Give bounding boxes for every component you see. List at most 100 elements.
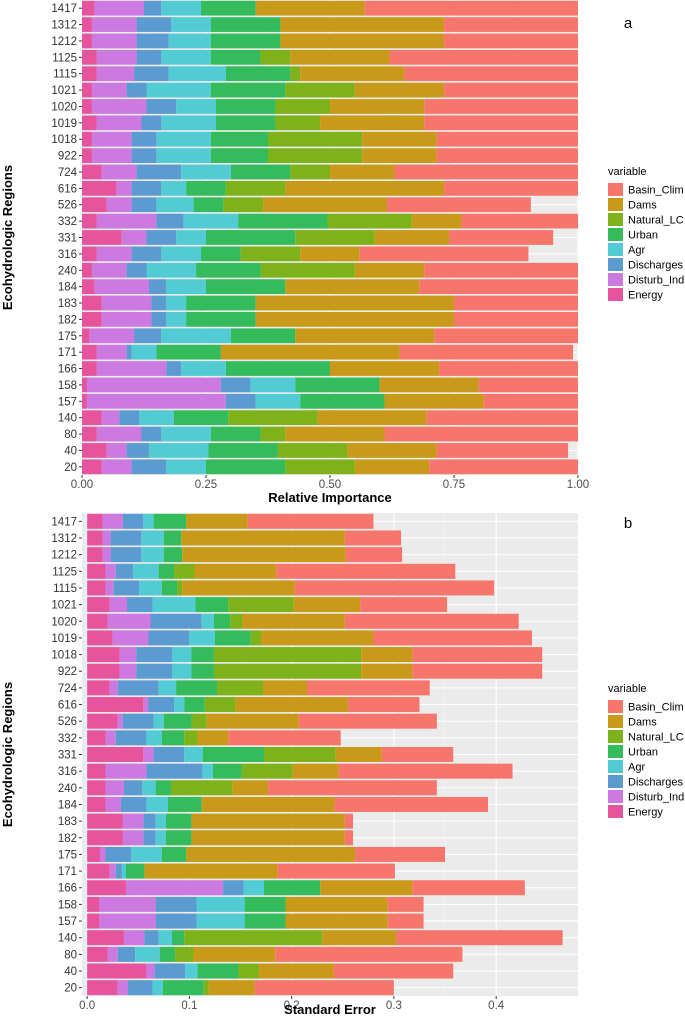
y-tick-label: 166	[58, 883, 77, 895]
bar-segment-dams-240	[354, 262, 425, 278]
bar-segment-disturb-ind-526	[117, 713, 123, 729]
bar-segment-agr-1020	[176, 99, 216, 114]
bar-segment-natural-lc-616	[204, 697, 236, 713]
bar-segment-agr-183	[166, 295, 187, 311]
y-tick-label: 80	[64, 949, 77, 961]
bar-segment-agr-140	[158, 930, 172, 946]
y-tick-label: 157	[58, 396, 77, 408]
x-tick-label: 0.25	[195, 479, 217, 491]
bar-segment-energy-20	[87, 980, 118, 996]
bar-segment-energy-1417	[82, 0, 95, 16]
bar-segment-natural-lc-1021	[228, 597, 294, 613]
bar-segment-natural-lc-1115	[290, 66, 301, 82]
y-tick-label: 1212	[51, 550, 77, 562]
bar-segment-urban-1115	[225, 66, 291, 82]
bar-segment-agr-182	[155, 830, 166, 846]
bar-segment-urban-166	[225, 361, 330, 376]
bar-segment-disturb-ind-1125	[105, 563, 116, 579]
legend-label: Dams	[628, 717, 657, 729]
bar-segment-natural-lc-1020	[275, 99, 330, 114]
y-tick-label: 171	[58, 866, 77, 878]
bar-segment-discharges-724	[117, 680, 159, 696]
bar-segment-urban-1125	[158, 563, 175, 579]
x-tick-label: 0.1	[181, 1000, 197, 1012]
bar-segment-discharges-922	[131, 148, 157, 163]
y-tick-label: 332	[58, 216, 77, 228]
bar-segment-agr-316	[202, 763, 213, 779]
y-tick-label: 1021	[51, 600, 77, 612]
x-axis-title: Standard Error	[284, 1002, 376, 1017]
bar-segment-discharges-158	[220, 377, 251, 393]
bar-segment-agr-724	[181, 164, 231, 180]
bar-segment-basin-clim-182	[344, 830, 354, 846]
y-tick-label: 616	[58, 700, 77, 712]
y-tick-label: 1018	[51, 650, 77, 662]
bar-segment-dams-1115	[182, 580, 295, 596]
bar-segment-dams-316	[292, 763, 339, 779]
y-tick-label: 166	[58, 364, 77, 376]
bar-segment-urban-166	[264, 880, 321, 896]
bar-segment-agr-526	[156, 197, 194, 213]
bar-segment-discharges-80	[117, 946, 136, 962]
bar-segment-discharges-1125	[136, 49, 162, 65]
bar-segment-urban-1417	[201, 0, 256, 16]
bar-segment-basin-clim-1212	[345, 547, 403, 563]
legend-swatch-natural-lc	[608, 213, 623, 226]
bar-segment-urban-158	[244, 896, 286, 912]
bar-segment-urban-183	[186, 295, 256, 311]
bar-segment-energy-332	[82, 213, 97, 229]
bar-segment-dams-1018	[361, 647, 413, 663]
bar-segment-dams-616	[235, 697, 348, 713]
bar-segment-energy-171	[87, 863, 110, 879]
y-tick-label: 1312	[51, 20, 77, 32]
bar-segment-energy-331	[82, 230, 122, 245]
bar-segment-natural-lc-724	[216, 680, 264, 696]
bar-segment-dams-140	[317, 410, 427, 426]
bar-segment-natural-lc-1019	[250, 630, 261, 646]
y-tick-label: 1212	[51, 36, 77, 48]
bar-segment-agr-20	[152, 980, 163, 996]
bar-segment-disturb-ind-1019	[96, 115, 142, 131]
bar-segment-agr-1021	[146, 82, 211, 98]
bar-segment-urban-1018	[191, 647, 214, 663]
bar-segment-natural-lc-616	[225, 180, 286, 196]
bar-segment-agr-922	[171, 663, 192, 679]
bar-segment-dams-171	[220, 344, 400, 360]
bar-segment-disturb-ind-20	[101, 459, 132, 475]
bar-segment-energy-157	[87, 913, 100, 929]
bar-segment-agr-1212	[141, 547, 164, 563]
y-tick-label: 184	[58, 282, 78, 294]
bar-segment-agr-1019	[189, 630, 215, 646]
bar-segment-urban-157	[244, 913, 286, 929]
y-tick-label: 526	[58, 716, 77, 728]
x-tick-label: 0.75	[443, 479, 465, 491]
bar-segment-urban-40	[197, 963, 239, 979]
legend-title: variable	[608, 166, 647, 178]
legend-swatch-energy	[608, 805, 623, 818]
bar-segment-basin-clim-1018	[436, 131, 578, 147]
bar-segment-energy-1212	[82, 33, 92, 49]
bar-segment-agr-332	[183, 213, 239, 229]
bar-segment-agr-184	[166, 279, 206, 295]
bar-segment-energy-616	[82, 180, 117, 196]
bar-segment-agr-182	[166, 312, 187, 327]
legend-label: Agr	[628, 762, 645, 774]
y-tick-label: 140	[58, 933, 77, 945]
bar-segment-natural-lc-332	[184, 730, 198, 746]
bar-segment-basin-clim-1115	[294, 580, 495, 596]
bar-segment-energy-158	[87, 896, 100, 912]
legend-swatch-dams	[608, 715, 623, 728]
bar-segment-disturb-ind-183	[122, 813, 144, 829]
bar-segment-discharges-1020	[146, 99, 177, 114]
bar-segment-dams-331	[374, 230, 450, 245]
bar-segment-natural-lc-240	[260, 262, 355, 278]
bar-segment-energy-616	[87, 697, 144, 713]
bar-segment-urban-526	[163, 713, 192, 729]
bar-segment-energy-157	[82, 393, 87, 409]
bar-segment-disturb-ind-1018	[91, 131, 132, 147]
bar-segment-basin-clim-1019	[373, 630, 532, 646]
bar-segment-agr-1125	[133, 563, 159, 579]
x-tick-label: 0.3	[386, 1000, 402, 1012]
y-tick-label: 157	[58, 916, 77, 928]
bar-segment-urban-20	[206, 459, 286, 475]
